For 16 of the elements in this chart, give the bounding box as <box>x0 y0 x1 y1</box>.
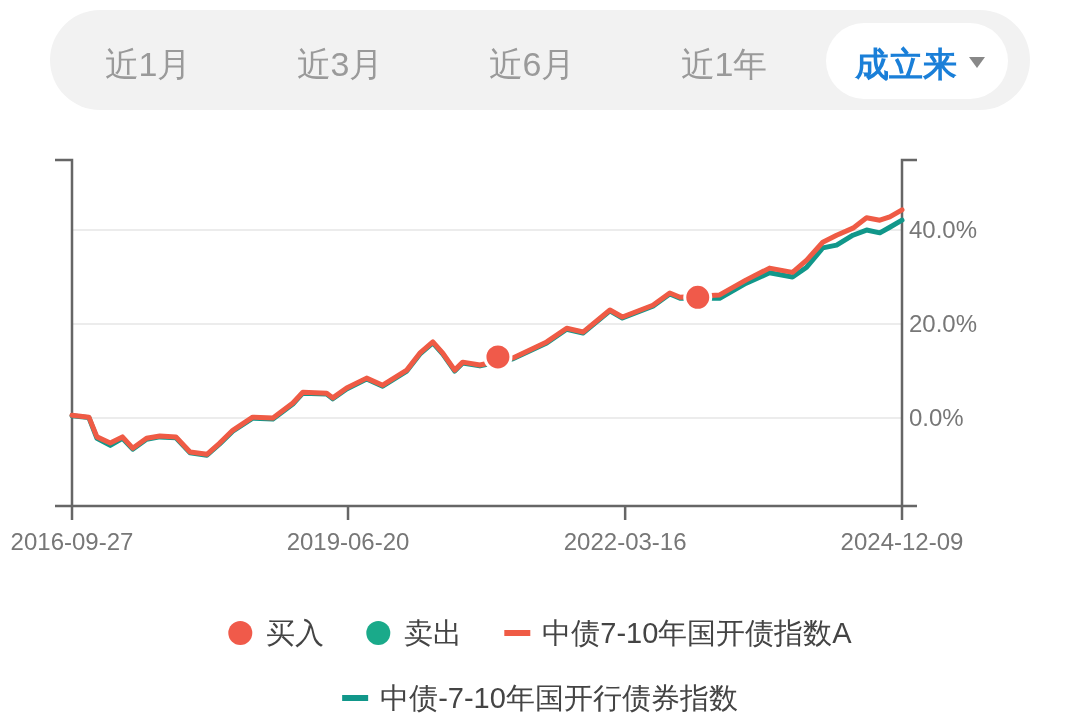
y-tick-label: 0.0% <box>909 404 964 432</box>
text: 成立来 <box>854 45 957 83</box>
x-tick-label: 2019-06-20 <box>286 528 410 555</box>
legend-label: 中债-7-10年国开行债券指数 <box>380 682 738 714</box>
legend-label: 买入 <box>266 617 325 649</box>
text: 近6月 <box>488 45 576 83</box>
text: 近1月 <box>104 45 192 83</box>
x-tick-label: 2024-12-09 <box>840 528 964 555</box>
y-tick-label: 20.0% <box>909 310 978 338</box>
legend-label: 中债7-10年国开债指数A <box>542 617 853 649</box>
x-tick-label: 2016-09-27 <box>10 528 134 555</box>
x-tick-label: 2022-03-16 <box>563 528 687 555</box>
y-tick-label: 40.0% <box>909 216 978 244</box>
text: 近3月 <box>296 45 384 83</box>
legend-label: 卖出 <box>404 617 463 649</box>
text: 近1年 <box>680 45 768 83</box>
